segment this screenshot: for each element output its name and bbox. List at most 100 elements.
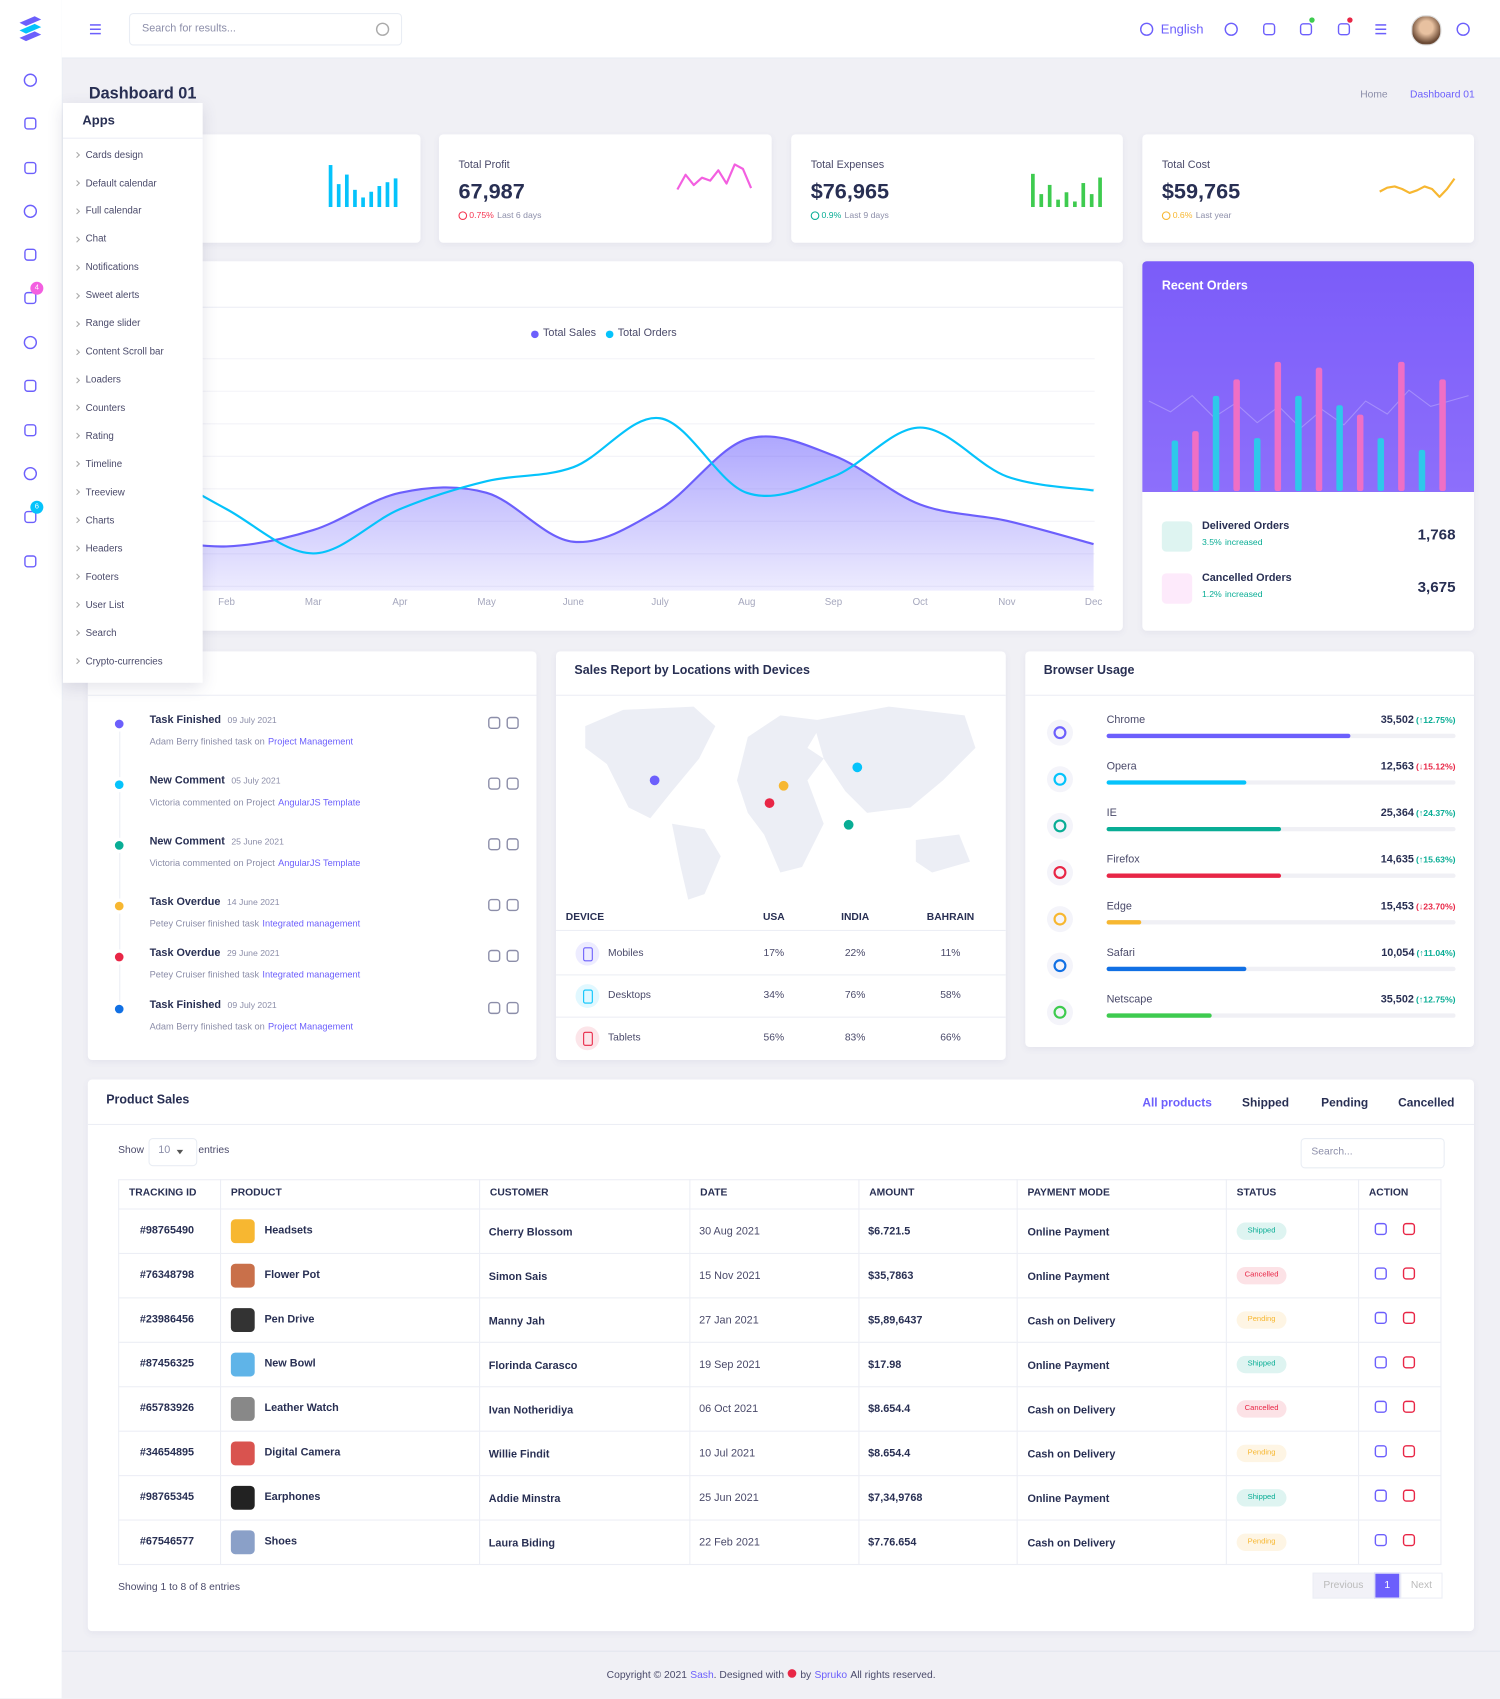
header-icon[interactable] xyxy=(1262,22,1277,37)
footer-part[interactable]: Sash xyxy=(690,1669,714,1682)
spark-bar xyxy=(1039,194,1044,208)
menu-item[interactable]: Timeline xyxy=(85,458,123,470)
sidebar-icon[interactable] xyxy=(23,116,38,131)
menu-item[interactable]: Headers xyxy=(85,542,123,554)
delete-icon[interactable] xyxy=(505,948,520,963)
menu-item[interactable]: Default calendar xyxy=(85,177,157,189)
legend-label[interactable]: Total Orders xyxy=(617,327,677,340)
delete-action[interactable] xyxy=(1401,1444,1416,1459)
sidebar-icon[interactable] xyxy=(23,466,38,481)
edit-icon[interactable] xyxy=(487,948,502,963)
breadcrumb-item[interactable]: Home xyxy=(1360,89,1388,102)
sidebar-icon[interactable] xyxy=(23,290,38,305)
delete-icon[interactable] xyxy=(505,1000,520,1015)
edit-action[interactable] xyxy=(1373,1266,1388,1281)
spark-bar xyxy=(385,182,390,208)
timeline-link[interactable]: Integrated management xyxy=(262,917,361,929)
edit-action[interactable] xyxy=(1373,1444,1388,1459)
tab[interactable]: Pending xyxy=(1321,1097,1369,1111)
menu-item[interactable]: Range slider xyxy=(85,317,141,329)
pagination-button[interactable]: 1 xyxy=(1374,1572,1401,1599)
menu-item[interactable]: Crypto-currencies xyxy=(85,655,163,667)
icon-shape xyxy=(1374,1533,1387,1547)
sidebar-icon[interactable] xyxy=(23,509,38,524)
timeline-link[interactable]: Integrated management xyxy=(262,968,361,980)
footer-part[interactable]: Spruko xyxy=(814,1669,848,1682)
timeline-link[interactable]: AngularJS Template xyxy=(278,857,361,869)
logo[interactable] xyxy=(15,14,45,44)
pagination-button[interactable]: Previous xyxy=(1312,1572,1375,1599)
tab[interactable]: Shipped xyxy=(1242,1097,1290,1111)
sidebar-icon[interactable] xyxy=(23,335,38,350)
language-icon[interactable] xyxy=(1139,22,1154,37)
delete-icon[interactable] xyxy=(505,837,520,852)
icon-shape xyxy=(488,949,501,963)
spark-bar xyxy=(336,184,341,208)
header-icon[interactable] xyxy=(1224,22,1239,37)
edit-action[interactable] xyxy=(1373,1221,1388,1236)
sidebar-icon[interactable] xyxy=(23,204,38,219)
sidebar-icon[interactable] xyxy=(23,160,38,175)
header-icon[interactable] xyxy=(1373,22,1388,37)
sidebar-icon[interactable] xyxy=(23,247,38,262)
sidebar-icon[interactable] xyxy=(23,378,38,393)
edit-icon[interactable] xyxy=(487,715,502,730)
header-icon[interactable] xyxy=(1456,22,1471,37)
delete-icon[interactable] xyxy=(505,897,520,912)
search-box[interactable] xyxy=(128,13,403,46)
language[interactable]: English xyxy=(1160,21,1204,37)
delete-action[interactable] xyxy=(1401,1355,1416,1370)
menu-item[interactable]: Loaders xyxy=(85,374,121,385)
menu-item[interactable]: Rating xyxy=(85,430,114,442)
menu-item[interactable]: Full calendar xyxy=(85,205,142,217)
delete-action[interactable] xyxy=(1401,1310,1416,1325)
sidebar-icon[interactable] xyxy=(23,73,38,88)
legend-label[interactable]: Total Sales xyxy=(542,327,597,340)
menu-item[interactable]: Search xyxy=(85,627,117,638)
edit-action[interactable] xyxy=(1373,1355,1388,1370)
delete-icon[interactable] xyxy=(505,715,520,730)
edit-action[interactable] xyxy=(1373,1533,1388,1548)
product-thumb xyxy=(230,1530,255,1555)
menu-item[interactable]: Treeview xyxy=(85,486,125,498)
delete-action[interactable] xyxy=(1401,1399,1416,1414)
menu-item[interactable]: Counters xyxy=(85,402,126,413)
menu-item[interactable]: Cards design xyxy=(85,149,144,160)
header-icon[interactable] xyxy=(1298,22,1313,37)
page-size-select[interactable] xyxy=(148,1138,198,1167)
edit-action[interactable] xyxy=(1373,1310,1388,1325)
delete-action[interactable] xyxy=(1401,1488,1416,1503)
avatar[interactable] xyxy=(1411,15,1442,46)
delete-action[interactable] xyxy=(1401,1221,1416,1236)
tab[interactable]: All products xyxy=(1142,1097,1212,1111)
delete-action[interactable] xyxy=(1401,1266,1416,1281)
menu-item[interactable]: User List xyxy=(85,598,125,610)
sidebar-icon[interactable] xyxy=(23,423,38,438)
timeline-link[interactable]: AngularJS Template xyxy=(278,796,361,808)
table-cell: 17% xyxy=(763,947,785,960)
edit-action[interactable] xyxy=(1373,1488,1388,1503)
header-icon[interactable] xyxy=(1336,22,1351,37)
delete-action[interactable] xyxy=(1401,1533,1416,1548)
edit-action[interactable] xyxy=(1373,1399,1388,1414)
edit-icon[interactable] xyxy=(487,1000,502,1015)
menu-item[interactable]: Charts xyxy=(85,514,115,526)
sidebar-icon[interactable] xyxy=(23,554,38,569)
menu-item[interactable]: Content Scroll bar xyxy=(85,345,164,357)
menu-toggle[interactable] xyxy=(88,22,103,37)
timeline-link[interactable]: Project Management xyxy=(268,735,354,747)
pagination-button[interactable]: Next xyxy=(1400,1572,1443,1599)
table-cell: 22% xyxy=(844,947,866,960)
menu-item[interactable]: Chat xyxy=(85,233,107,245)
timeline-link[interactable]: Project Management xyxy=(268,1020,354,1032)
delete-icon[interactable] xyxy=(505,776,520,791)
menu-item[interactable]: Footers xyxy=(85,570,119,582)
edit-icon[interactable] xyxy=(487,776,502,791)
edit-icon[interactable] xyxy=(487,897,502,912)
stat-title: Total Cost xyxy=(1161,159,1211,172)
edit-icon[interactable] xyxy=(487,837,502,852)
table-search[interactable] xyxy=(1300,1138,1445,1169)
tab[interactable]: Cancelled xyxy=(1398,1097,1455,1111)
menu-item[interactable]: Sweet alerts xyxy=(85,289,140,301)
menu-item[interactable]: Notifications xyxy=(85,261,139,273)
